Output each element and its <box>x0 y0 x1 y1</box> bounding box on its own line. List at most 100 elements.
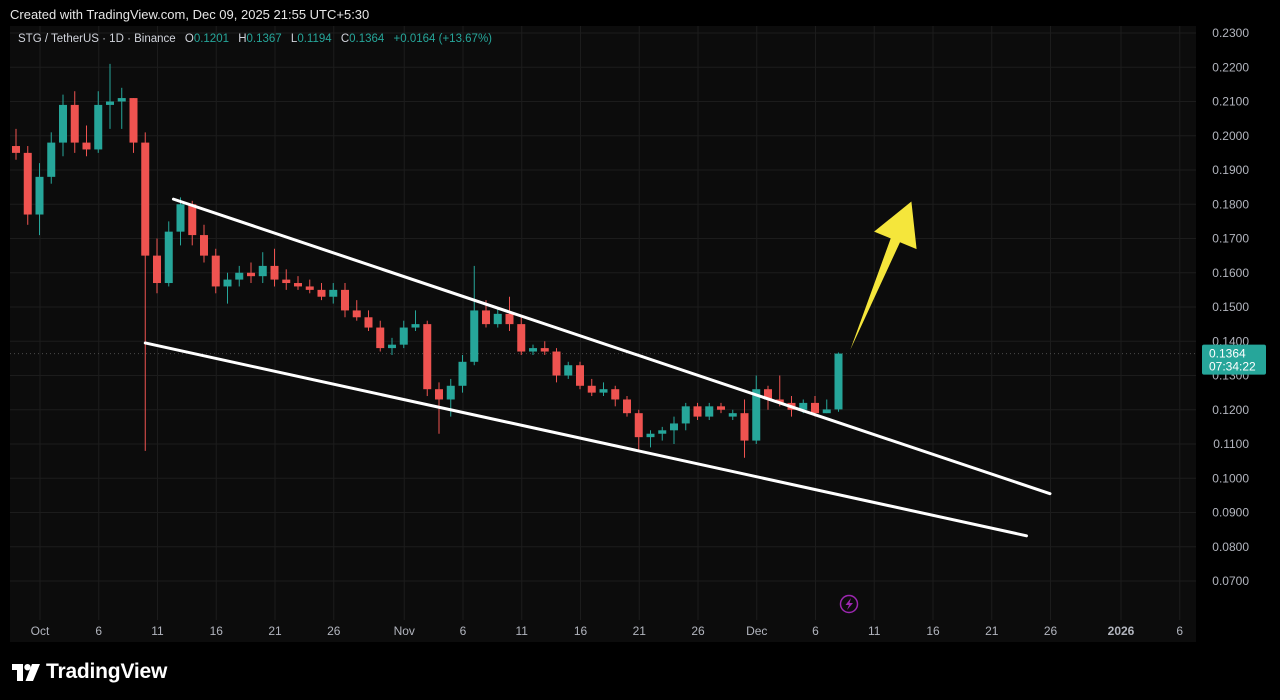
time-tick-label: 6 <box>812 624 819 638</box>
chart-frame[interactable] <box>10 26 1196 642</box>
candle-body <box>728 413 737 417</box>
grid <box>10 26 1196 620</box>
candle-body <box>47 142 56 177</box>
candle <box>153 238 161 294</box>
candle-body <box>811 402 819 414</box>
candle <box>47 132 56 184</box>
candle-body <box>106 101 114 105</box>
candle-body <box>681 406 690 424</box>
candle <box>164 221 173 287</box>
candle-body <box>247 272 255 277</box>
candle <box>423 320 432 397</box>
candle-body <box>705 406 714 417</box>
candle <box>129 98 138 153</box>
candle-body <box>435 389 443 400</box>
candle <box>822 399 831 414</box>
time-tick-label: Oct <box>31 624 50 638</box>
candle <box>188 200 197 246</box>
candle-body <box>693 406 702 417</box>
candle-body <box>294 283 302 287</box>
candle-body <box>564 365 573 376</box>
candle-body <box>764 389 772 400</box>
candle <box>834 352 843 412</box>
price-tick-label: 0.2300 <box>1212 26 1249 40</box>
open-label: O <box>184 33 194 45</box>
price-tick-label: 0.1100 <box>1213 437 1249 451</box>
candle <box>247 262 255 284</box>
candle-body <box>458 361 467 386</box>
candle <box>23 146 32 225</box>
price-tick-label: 0.1600 <box>1212 266 1249 280</box>
tradingview-logo[interactable]: TradingView <box>12 660 167 684</box>
lightning-icon[interactable] <box>839 594 859 614</box>
candle-body <box>670 423 678 431</box>
candle <box>282 269 291 290</box>
candle <box>317 283 326 301</box>
topbar: Created with TradingView.com, Dec 09, 20… <box>0 0 1280 28</box>
time-tick-label: 21 <box>985 624 999 638</box>
candle-body <box>23 152 32 215</box>
candle-body <box>599 389 608 393</box>
candle-body <box>423 324 432 390</box>
candle-body <box>176 204 185 232</box>
time-tick-label: 26 <box>1044 624 1058 638</box>
candle <box>223 272 232 304</box>
tradingview-logo-text: TradingView <box>46 660 168 683</box>
created-with-text: Created with TradingView.com, Dec 09, 20… <box>10 7 370 22</box>
price-tick-label: 0.2200 <box>1212 60 1249 74</box>
candle-body <box>82 142 91 150</box>
candle <box>587 378 596 397</box>
time-tick-label: 26 <box>327 624 341 638</box>
open-value: 0.1201 <box>193 33 229 45</box>
candle <box>740 399 749 458</box>
candle <box>141 132 150 451</box>
close-label: C <box>340 33 350 45</box>
candle <box>728 409 737 421</box>
price-axis: 0.2300 0.2200 0.2100 0.2000 0.1900 0.1800 0.17… <box>1212 26 1249 588</box>
time-tick-label: 16 <box>210 624 224 638</box>
candle-body <box>282 279 291 284</box>
candle-body <box>717 406 725 410</box>
candle-body <box>35 176 44 215</box>
candle <box>540 341 549 355</box>
candle-body <box>153 255 161 284</box>
candle-body <box>446 385 455 400</box>
candle-body <box>552 351 561 376</box>
candle <box>70 91 79 153</box>
candle-body <box>540 348 549 352</box>
candle <box>376 320 385 352</box>
price-tick-label: 0.0800 <box>1212 540 1249 554</box>
candle-body <box>482 310 490 325</box>
time-tick-label: 6 <box>1176 624 1183 638</box>
candle-body <box>117 98 126 102</box>
candle-body <box>200 235 208 256</box>
candle <box>658 426 667 441</box>
candle <box>106 63 114 129</box>
candle <box>775 375 784 407</box>
candle <box>552 348 561 383</box>
time-tick-label: 11 <box>868 624 881 638</box>
candle <box>517 317 526 355</box>
candle-body <box>740 413 749 441</box>
candle <box>599 382 608 397</box>
bar-countdown: 07:34:22 <box>1209 360 1256 374</box>
candle-body <box>834 353 843 410</box>
price-tick-label: 0.0700 <box>1212 574 1249 588</box>
last-price-value: 0.1364 <box>1209 347 1246 361</box>
candle-body <box>799 402 808 410</box>
candle-body <box>658 430 667 434</box>
candle-body <box>399 327 408 345</box>
candle <box>352 300 361 321</box>
price-tick-label: 0.1900 <box>1212 163 1249 177</box>
candle-body <box>329 289 338 297</box>
candle-body <box>211 255 220 287</box>
candle <box>705 402 714 421</box>
symbol-legend: STG / TetherUS · 1D · Binance O0.1201 H0… <box>18 33 492 45</box>
candle-body <box>623 399 631 414</box>
tradingview-logo-icon <box>12 663 40 681</box>
candle <box>411 310 420 331</box>
high-label: H <box>238 33 247 45</box>
candle <box>670 416 678 444</box>
